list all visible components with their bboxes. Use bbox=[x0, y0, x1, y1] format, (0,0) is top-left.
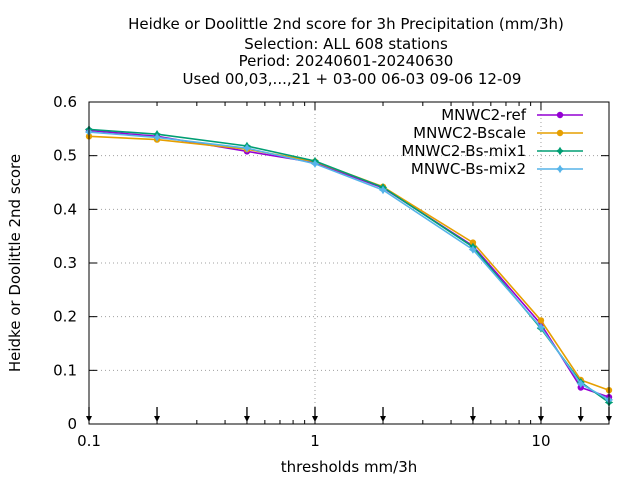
y-axis-label: Heidke or Doolittle 2nd score bbox=[6, 154, 24, 372]
legend-label: MNWC2-Bscale bbox=[413, 124, 526, 142]
y-tick-label: 0.1 bbox=[53, 361, 77, 379]
legend: MNWC2-refMNWC2-BscaleMNWC2-Bs-mix1MNWC-B… bbox=[401, 106, 583, 178]
axes: 00.10.20.30.40.50.60.1 1 10 bbox=[53, 93, 609, 450]
y-tick-label: 0.6 bbox=[53, 93, 77, 111]
series-mnwc2-ref bbox=[85, 127, 613, 401]
chart-title: Heidke or Doolittle 2nd score for 3h Pre… bbox=[128, 15, 564, 88]
x-axis-label: thresholds mm/3h bbox=[281, 458, 418, 476]
data-point bbox=[378, 185, 388, 195]
threshold-markers bbox=[86, 407, 612, 422]
title-line-2: Selection: ALL 608 stations bbox=[244, 35, 448, 53]
data-point bbox=[152, 133, 162, 142]
y-tick-label: 0 bbox=[67, 415, 77, 433]
series-mnwc-bs-mix2 bbox=[84, 127, 614, 405]
grid bbox=[89, 102, 609, 424]
data-point bbox=[242, 143, 252, 153]
y-tick-label: 0.5 bbox=[53, 147, 77, 165]
threshold-arrow-head bbox=[154, 416, 161, 422]
legend-swatch-marker bbox=[555, 164, 565, 174]
series-line bbox=[88, 129, 610, 398]
data-point bbox=[310, 159, 320, 168]
title-line-3: Period: 20240601-20240630 bbox=[239, 52, 454, 70]
data-point bbox=[537, 317, 545, 324]
x-tick-label: 1 bbox=[310, 432, 320, 450]
series-line bbox=[88, 131, 610, 401]
series-mnwc2-bs-mix1 bbox=[84, 125, 614, 407]
x-tick-label: 0.1 bbox=[77, 432, 101, 450]
title-line-4: Used 00,03,...,21 + 03-00 06-03 09-06 12… bbox=[183, 70, 522, 88]
threshold-arrow-head bbox=[469, 416, 476, 422]
legend-swatch-marker bbox=[556, 111, 564, 119]
legend-label: MNWC-Bs-mix2 bbox=[411, 160, 526, 178]
threshold-arrow-head bbox=[577, 416, 584, 422]
x-tick-label: 10 bbox=[531, 432, 550, 450]
legend-label: MNWC2-Bs-mix1 bbox=[401, 142, 526, 160]
legend-swatch-marker bbox=[555, 146, 565, 156]
title-line-1: Heidke or Doolittle 2nd score for 3h Pre… bbox=[128, 15, 564, 33]
y-tick-label: 0.3 bbox=[53, 254, 77, 272]
threshold-arrow-head bbox=[380, 416, 387, 422]
data-point bbox=[576, 379, 585, 388]
y-tick-label: 0.4 bbox=[53, 200, 77, 218]
y-tick-label: 0.2 bbox=[53, 308, 77, 326]
threshold-arrow-head bbox=[243, 416, 250, 422]
legend-label: MNWC2-ref bbox=[441, 106, 526, 124]
data-point bbox=[468, 245, 478, 254]
legend-swatch-marker bbox=[556, 129, 564, 137]
data-point bbox=[536, 323, 546, 332]
data-point bbox=[469, 239, 477, 246]
series-line bbox=[88, 128, 610, 404]
plot-area bbox=[84, 125, 614, 407]
